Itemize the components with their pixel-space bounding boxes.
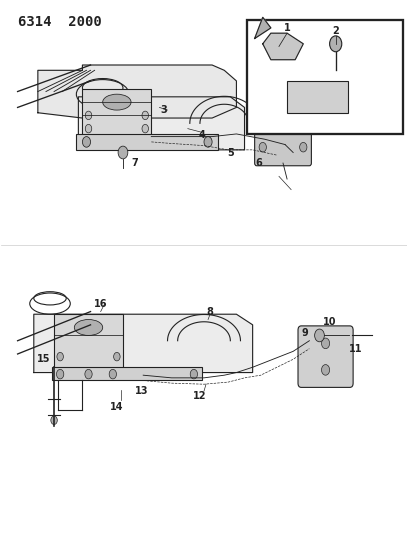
Text: 7: 7 xyxy=(132,158,138,168)
Polygon shape xyxy=(255,17,271,38)
Text: 1: 1 xyxy=(284,23,290,33)
Text: 14: 14 xyxy=(110,402,124,412)
FancyBboxPatch shape xyxy=(255,128,311,166)
Circle shape xyxy=(85,124,92,133)
FancyBboxPatch shape xyxy=(82,89,151,136)
Circle shape xyxy=(118,146,128,159)
Polygon shape xyxy=(263,33,303,60)
Text: 8: 8 xyxy=(206,306,213,317)
Circle shape xyxy=(190,369,197,379)
Circle shape xyxy=(330,36,342,52)
Circle shape xyxy=(109,369,116,379)
Polygon shape xyxy=(34,314,253,373)
Text: 13: 13 xyxy=(135,386,148,396)
Polygon shape xyxy=(78,97,244,150)
Ellipse shape xyxy=(74,319,103,335)
Text: 11: 11 xyxy=(349,344,363,354)
Text: 6314  2000: 6314 2000 xyxy=(18,14,101,29)
Bar xyxy=(246,20,403,134)
FancyBboxPatch shape xyxy=(298,326,353,387)
Circle shape xyxy=(57,352,63,361)
Circle shape xyxy=(299,142,307,152)
Circle shape xyxy=(204,136,212,147)
Text: 2: 2 xyxy=(333,26,339,36)
Ellipse shape xyxy=(103,94,131,110)
Text: 9: 9 xyxy=(302,328,309,338)
Circle shape xyxy=(56,369,64,379)
Polygon shape xyxy=(38,65,236,118)
Text: 3: 3 xyxy=(160,105,167,115)
FancyBboxPatch shape xyxy=(76,134,218,150)
Circle shape xyxy=(51,416,57,424)
Circle shape xyxy=(315,329,324,342)
Text: 5: 5 xyxy=(227,148,234,158)
Circle shape xyxy=(322,365,330,375)
Circle shape xyxy=(114,352,120,361)
Circle shape xyxy=(322,338,330,349)
Text: 15: 15 xyxy=(37,354,51,364)
Text: 16: 16 xyxy=(94,298,107,309)
FancyBboxPatch shape xyxy=(54,314,123,373)
Circle shape xyxy=(82,136,91,147)
Circle shape xyxy=(259,142,266,152)
Text: 10: 10 xyxy=(323,317,336,327)
Circle shape xyxy=(142,111,149,119)
FancyBboxPatch shape xyxy=(52,367,202,381)
Circle shape xyxy=(85,111,92,119)
Circle shape xyxy=(85,369,92,379)
FancyBboxPatch shape xyxy=(287,81,348,113)
Text: 12: 12 xyxy=(193,391,207,401)
Text: 6: 6 xyxy=(255,158,262,168)
Circle shape xyxy=(142,124,149,133)
Text: 4: 4 xyxy=(199,130,205,140)
